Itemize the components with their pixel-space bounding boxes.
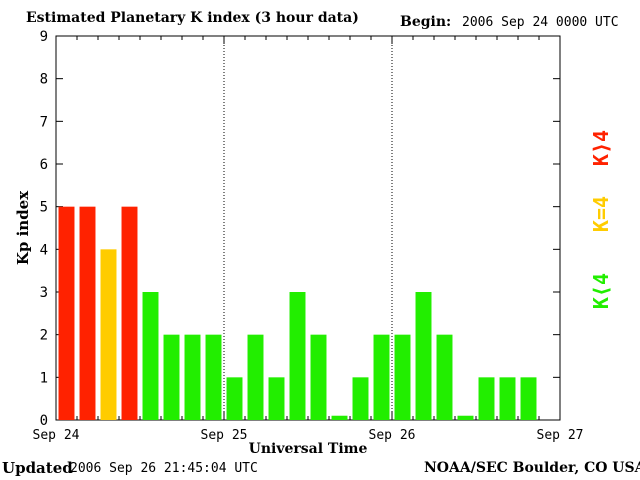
kp-bar	[268, 377, 285, 420]
kp-bar	[205, 334, 222, 420]
kp-bar	[184, 334, 201, 420]
kp-bar	[457, 415, 474, 420]
kp-bar	[226, 377, 243, 420]
x-tick-label: Sep 26	[369, 428, 416, 443]
kp-bar	[520, 377, 537, 420]
kp-bar	[289, 292, 306, 420]
y-tick-label: 3	[40, 285, 48, 301]
kp-bar	[352, 377, 369, 420]
y-axis-label: Kp index	[14, 190, 32, 265]
begin-value: 2006 Sep 24 0000 UTC	[462, 15, 619, 30]
chart-title: Estimated Planetary K index (3 hour data…	[26, 10, 359, 26]
x-tick-label: Sep 24	[33, 428, 80, 443]
y-tick-label: 9	[40, 29, 48, 45]
kp-bar	[499, 377, 516, 420]
kp-bar	[394, 334, 411, 420]
legend-equal-4: K=4	[589, 196, 613, 232]
kp-bar	[478, 377, 495, 420]
kp-bar	[415, 292, 432, 420]
kp-bar	[79, 206, 96, 420]
kp-bar	[100, 249, 117, 420]
legend-below-4: K⟨4	[589, 273, 613, 309]
updated-value: 2006 Sep 26 21:45:04 UTC	[70, 461, 258, 476]
kp-bar	[121, 206, 138, 420]
begin-label: Begin:	[400, 14, 452, 30]
y-tick-label: 4	[40, 242, 48, 258]
updated-label: Updated	[2, 459, 73, 477]
kp-bar	[163, 334, 180, 420]
y-tick-label: 8	[40, 72, 48, 88]
kp-bar	[142, 292, 159, 420]
kp-bar	[373, 334, 390, 420]
x-tick-label: Sep 27	[537, 428, 584, 443]
y-tick-label: 2	[40, 328, 48, 344]
kp-bar	[436, 334, 453, 420]
x-axis-label: Universal Time	[249, 441, 368, 457]
kp-bar	[247, 334, 264, 420]
y-tick-label: 6	[40, 157, 48, 173]
source-credit: NOAA/SEC Boulder, CO USA	[424, 460, 640, 476]
kp-bar	[331, 415, 348, 420]
y-tick-label: 0	[40, 413, 48, 429]
kp-bar	[58, 206, 75, 420]
legend-above-4: K⟩4	[589, 130, 613, 166]
kp-bar	[310, 334, 327, 420]
y-tick-label: 7	[40, 114, 48, 130]
y-tick-label: 1	[40, 370, 48, 386]
x-tick-label: Sep 25	[201, 428, 248, 443]
y-tick-label: 5	[40, 200, 48, 216]
